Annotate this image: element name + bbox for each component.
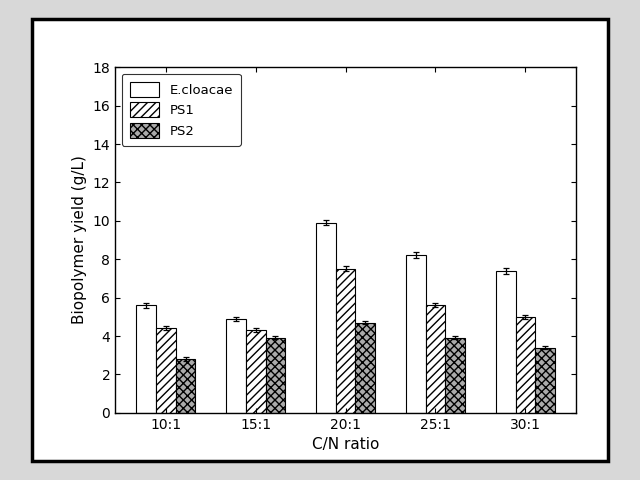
Bar [535,348,555,413]
Bar [515,317,535,413]
Bar [226,319,246,413]
Bar [176,359,195,413]
Y-axis label: Biopolymer yield (g/L): Biopolymer yield (g/L) [72,156,87,324]
Bar [406,255,426,413]
Bar [316,223,336,413]
Bar [336,269,355,413]
X-axis label: C/N ratio: C/N ratio [312,437,380,452]
Bar [355,323,375,413]
Legend: E.cloacae, PS1, PS2: E.cloacae, PS1, PS2 [122,74,241,146]
Bar [496,271,515,413]
Bar [266,338,285,413]
Bar [426,305,445,413]
Bar [156,328,176,413]
Bar [445,338,465,413]
Bar [136,305,156,413]
Bar [246,330,266,413]
